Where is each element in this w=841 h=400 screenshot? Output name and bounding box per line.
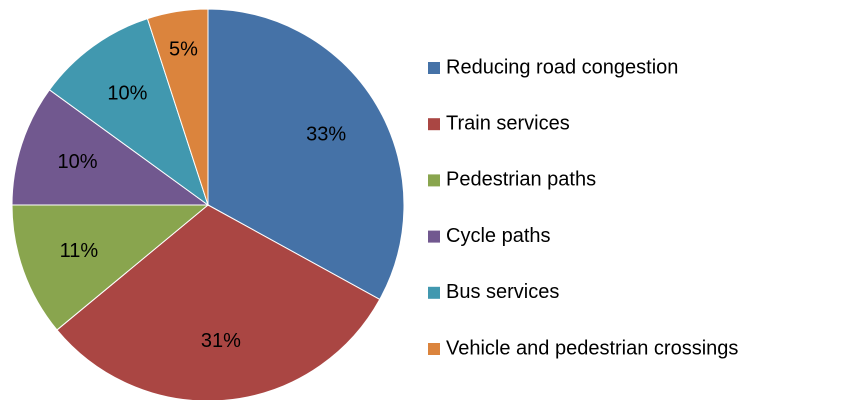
pie-slice [56, 204, 381, 400]
pie-slice [11, 89, 210, 206]
data-label: 10% [57, 151, 97, 173]
legend-label: Pedestrian paths [446, 169, 596, 191]
legend-swatch [428, 343, 440, 355]
legend-swatch [428, 62, 440, 74]
legend-label: Vehicle and pedestrian crossings [446, 337, 738, 359]
legend-label: Train services [446, 112, 570, 134]
pie-slice [48, 17, 209, 207]
legend-swatch [428, 174, 440, 187]
pie-slice [207, 8, 405, 301]
pie-slice [146, 8, 209, 206]
legend-swatch [428, 230, 440, 243]
data-label: 33% [306, 123, 346, 145]
data-label: 10% [107, 82, 147, 104]
data-label: 31% [201, 330, 241, 352]
legend-label: Bus services [446, 281, 559, 303]
legend-label: Cycle paths [446, 225, 551, 247]
legend-swatch [428, 286, 440, 299]
legend-label: Reducing road congestion [446, 56, 678, 78]
data-label: 5% [169, 38, 198, 60]
pie-slice [11, 204, 210, 331]
data-label: 11% [60, 240, 99, 262]
legend-swatch [428, 118, 440, 131]
